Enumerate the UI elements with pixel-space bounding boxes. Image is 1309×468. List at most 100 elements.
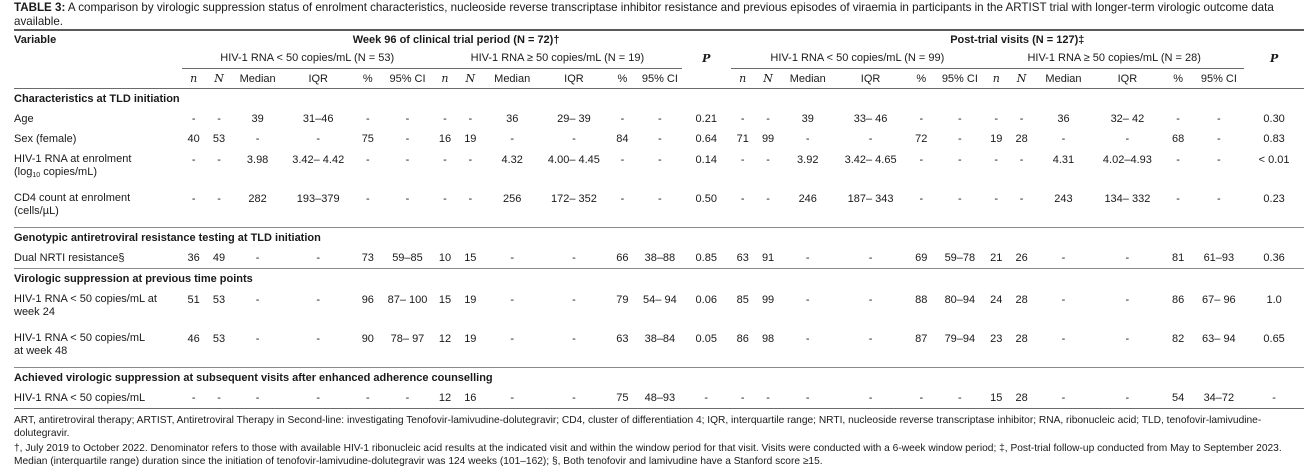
table-cell: 0.50 — [695, 193, 717, 205]
caption-text: A comparison by virologic suppression st… — [14, 1, 1274, 28]
table-cell: 36 — [1057, 113, 1070, 125]
table-cell: 32– 42 — [1110, 113, 1145, 125]
table-row: HIV-1 RNA < 50 copies/mL - - - - - -12 16- -75 4… — [14, 388, 1304, 409]
table-cell: - — [994, 154, 999, 166]
table-cell: - — [255, 333, 260, 345]
table-cell: 3.42– 4.65 — [844, 154, 897, 166]
table-cell: 19 — [464, 133, 477, 145]
table-cell: - — [405, 193, 410, 205]
table-cell: - — [540, 388, 607, 409]
week96-p-header: P — [702, 51, 711, 65]
table-cell: 71 — [736, 133, 749, 145]
section-heading: Achieved virologic suppression at subseq… — [14, 367, 1304, 388]
table-cell: - — [405, 133, 410, 145]
table-cell: - — [994, 193, 999, 205]
table-cell: 3.98 — [246, 154, 269, 166]
col-ci: 95% CI — [382, 68, 433, 89]
table-cell: 0.06 — [695, 294, 717, 306]
section-heading: Virologic suppression at previous time p… — [14, 268, 1304, 289]
col-iqr: IQR — [1092, 68, 1163, 89]
table-cell: 98 — [761, 333, 775, 345]
table-cell: - — [1125, 252, 1130, 264]
table-footnotes: ART, antiretroviral therapy; ARTIST, Ant… — [14, 414, 1304, 468]
table-cell: - — [572, 133, 576, 145]
table-cell: 4.31 — [1052, 154, 1075, 166]
table-cell: 246 — [798, 193, 817, 205]
table-cell: 3.42– 4.42 — [292, 154, 345, 166]
table-cell: 0.21 — [695, 113, 717, 125]
table-cell: - — [681, 388, 731, 409]
table-cell: 96 — [361, 294, 374, 306]
table-cell: - — [316, 133, 321, 145]
row-label: HIV-1 RNA < 50 copies/mL — [14, 388, 182, 409]
table-cell: - — [282, 388, 354, 409]
table-row: Dual NRTI resistance§ 36 49 - - 73 59–85 10 15 -… — [14, 248, 1304, 269]
col-ci: 95% CI — [935, 68, 985, 89]
week96-period-header: Week 96 of clinical trial period (N = 72… — [181, 29, 731, 48]
col-N: N — [457, 68, 484, 89]
table-cell: 82 — [1171, 333, 1185, 345]
table-cell: 54 — [1162, 388, 1194, 409]
table-cell: - — [1217, 193, 1221, 205]
col-ci: 95% CI — [1193, 68, 1245, 89]
table-cell: - — [1061, 133, 1066, 145]
table-cell: 87 — [915, 333, 928, 345]
table-cell: 3.92 — [797, 154, 819, 166]
comparison-table: Variable Week 96 of clinical trial perio… — [14, 29, 1304, 409]
posttrial-nonsuppressed-group: HIV-1 RNA ≥ 50 copies/mL (N = 28) — [984, 48, 1245, 69]
table-cell: 23 — [990, 333, 1003, 345]
table-cell: - — [365, 113, 370, 125]
table-cell: - — [868, 133, 873, 145]
table-cell: - — [1034, 388, 1093, 409]
col-percent: % — [606, 68, 638, 89]
table-cell: - — [572, 294, 576, 306]
table-cell: 88 — [915, 294, 928, 306]
table-cell: 19 — [990, 133, 1003, 145]
table-cell: < 0.01 — [1258, 154, 1290, 166]
table-cell: - — [1217, 113, 1221, 125]
table-cell: 86 — [736, 333, 749, 345]
table-cell: - — [365, 154, 370, 166]
table-cell: 0.36 — [1263, 252, 1285, 264]
table-cell: 21 — [990, 252, 1003, 264]
table-cell: 15 — [438, 294, 452, 306]
row-label: CD4 count at enrolment (cells/µL) — [14, 192, 131, 217]
variable-header: Variable — [14, 29, 182, 48]
col-n: n — [984, 68, 1009, 89]
table-cell: - — [468, 154, 473, 166]
col-median: Median — [483, 68, 541, 89]
posttrial-period-header: Post-trial visits (N = 127)‡ — [730, 29, 1304, 48]
table-cell: - — [958, 113, 962, 125]
table-cell: 63 — [616, 333, 629, 345]
col-iqr: IQR — [282, 68, 354, 89]
table-cell: - — [754, 388, 782, 409]
table-cell: - — [191, 113, 196, 125]
col-median: Median — [1034, 68, 1093, 89]
table-cell: - — [805, 133, 810, 145]
table-cell: 72 — [915, 133, 928, 145]
col-ci: 95% CI — [637, 68, 682, 89]
section-heading: Characteristics at TLD initiation — [14, 93, 180, 105]
table-cell: - — [1125, 133, 1130, 145]
table-cell: - — [1217, 133, 1221, 145]
table-cell: - — [572, 252, 576, 264]
table-cell: - — [658, 154, 662, 166]
table-cell: 19 — [464, 294, 477, 306]
footnote-symbols: †, July 2019 to October 2022. Denominato… — [14, 443, 1282, 467]
table-cell: - — [868, 333, 873, 345]
table-cell: - — [205, 388, 233, 409]
table-cell: 187– 343 — [847, 193, 894, 205]
table-cell: 1.0 — [1266, 294, 1282, 306]
table-row: HIV-1 RNA < 50 copies/mL at week 48 46 53 -… — [14, 328, 1304, 368]
table-cell: - — [217, 154, 221, 166]
table-cell: - — [1019, 113, 1024, 125]
caption-label: TABLE 3: — [14, 1, 66, 14]
table-cell: - — [1176, 193, 1180, 205]
table-cell: 134– 332 — [1104, 193, 1151, 205]
table-cell: - — [919, 154, 924, 166]
table-cell: 80–94 — [944, 294, 976, 306]
table-cell: 28 — [1015, 294, 1028, 306]
table-cell: - — [1176, 154, 1180, 166]
posttrial-p-header: P — [1269, 51, 1279, 65]
table-cell: - — [217, 113, 221, 125]
